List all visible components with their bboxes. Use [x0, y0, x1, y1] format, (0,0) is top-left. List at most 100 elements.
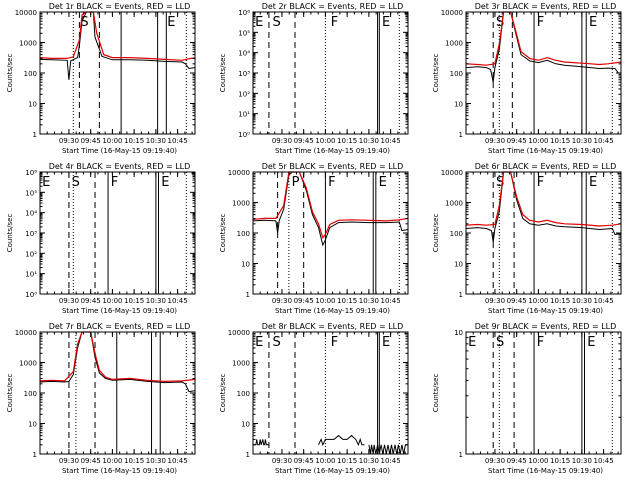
panel-det5: Det 5r BLACK = Events, RED = LLD Counts/s… — [219, 162, 409, 315]
x-tick-label: 10:15 — [550, 137, 570, 145]
marker-label: S — [273, 335, 281, 350]
marker-label: S — [80, 15, 88, 30]
marker-label: E — [589, 15, 597, 30]
y-tick-label: 10 — [28, 101, 37, 109]
x-tick-label: 10:15 — [337, 137, 357, 145]
y-tick-label: 1 — [459, 131, 463, 139]
marker-label: E — [468, 335, 476, 350]
plot-frame — [39, 171, 196, 295]
panel-det2: Det 2r BLACK = Events, RED = LLD Counts/s… — [219, 2, 409, 155]
marker-label: E — [255, 335, 263, 350]
series-line-events — [39, 11, 196, 80]
x-tick-label: 09:45 — [81, 457, 101, 465]
x-tick-label: 10:00 — [528, 137, 548, 145]
y-tick-label: 10000 — [441, 9, 463, 17]
x-tick-label: 10:30 — [359, 457, 379, 465]
x-tick-label: 10:15 — [550, 457, 570, 465]
x-tick-label: 10:45 — [381, 137, 401, 145]
panel-title: Det 7r BLACK = Events, RED = LLD — [49, 322, 191, 331]
y-tick-label: 10 — [454, 261, 463, 269]
series-line-events — [465, 171, 622, 243]
marker-label: F — [331, 15, 338, 30]
x-tick-label: 09:30 — [59, 457, 79, 465]
plot-frame — [465, 171, 622, 295]
marker-label: E — [42, 175, 50, 190]
y-tick-label: 10² — [238, 90, 250, 98]
panel-det7: Det 7r BLACK = Events, RED = LLD Counts/s… — [6, 322, 196, 475]
x-tick-label: 10:45 — [594, 297, 614, 305]
y-tick-label: 1 — [246, 291, 250, 299]
y-axis-label: Counts/sec — [432, 54, 440, 93]
x-axis-label: Start Time (16-May-15 09:19:40) — [488, 147, 603, 155]
x-tick-label: 10:45 — [168, 457, 188, 465]
panel-title: Det 3r BLACK = Events, RED = LLD — [475, 2, 617, 11]
x-tick-label: 10:45 — [381, 297, 401, 305]
y-tick-label: 1 — [33, 131, 37, 139]
panel-det4: Det 4r BLACK = Events, RED = LLD Counts/s… — [6, 162, 196, 315]
x-tick-label: 10:00 — [102, 457, 122, 465]
series-line-lld — [39, 331, 196, 383]
marker-label: E — [587, 335, 595, 350]
marker-label: E — [382, 335, 390, 350]
marker-label: E — [255, 15, 263, 30]
x-tick-label: 10:15 — [337, 457, 357, 465]
x-tick-label: 09:30 — [59, 137, 79, 145]
y-tick-label: 100 — [24, 70, 37, 78]
y-tick-label: 10⁶ — [25, 169, 37, 177]
y-axis-label: Counts/sec — [219, 214, 227, 253]
y-tick-label: 1 — [459, 291, 463, 299]
x-tick-label: 10:15 — [337, 297, 357, 305]
panel-title: Det 4r BLACK = Events, RED = LLD — [49, 162, 191, 171]
x-tick-label: 10:45 — [594, 137, 614, 145]
x-axis-label: Start Time (16-May-15 09:19:40) — [62, 467, 177, 475]
marker-label: E — [382, 15, 390, 30]
series-line-events — [252, 171, 409, 247]
marker-label: F — [111, 175, 118, 190]
y-axis-label: Counts/sec — [6, 374, 14, 413]
y-tick-label: 100 — [450, 230, 463, 238]
x-tick-label: 10:30 — [146, 457, 166, 465]
y-tick-label: 1000 — [19, 360, 37, 368]
x-tick-label: 10:00 — [102, 137, 122, 145]
y-axis-label: Counts/sec — [219, 374, 227, 413]
series-line-events — [253, 439, 269, 446]
marker-label: E — [167, 15, 175, 30]
panel-det1: Det 1r BLACK = Events, RED = LLD Counts/s… — [6, 2, 196, 155]
x-tick-label: 10:45 — [168, 297, 188, 305]
x-axis-label: Start Time (16-May-15 09:19:40) — [275, 467, 390, 475]
x-tick-label: 10:15 — [550, 297, 570, 305]
y-tick-label: 1 — [33, 451, 37, 459]
x-tick-label: 10:00 — [102, 297, 122, 305]
y-axis-label: Counts/sec — [432, 214, 440, 253]
y-tick-label: 10⁵ — [25, 189, 37, 197]
plot-frame — [39, 331, 196, 455]
plot-frame — [252, 331, 409, 455]
y-tick-label: 10⁶ — [238, 9, 250, 17]
marker-label: F — [537, 175, 544, 190]
series-line-events — [318, 434, 365, 447]
marker-label: E — [161, 175, 169, 190]
plot-frame — [465, 331, 622, 455]
x-tick-label: 09:45 — [507, 297, 527, 305]
y-tick-label: 10³ — [25, 230, 37, 238]
y-tick-label: 10⁴ — [25, 210, 37, 218]
x-tick-label: 10:30 — [146, 137, 166, 145]
marker-label: F — [328, 175, 335, 190]
y-tick-label: 10⁵ — [238, 29, 250, 37]
x-tick-label: 10:30 — [146, 297, 166, 305]
panel-title: Det 2r BLACK = Events, RED = LLD — [262, 2, 404, 11]
y-axis-label: Counts/sec — [219, 54, 227, 93]
y-tick-label: 100 — [237, 230, 250, 238]
panel-det8: Det 8r BLACK = Events, RED = LLD Counts/s… — [219, 322, 409, 475]
y-tick-label: 1000 — [19, 40, 37, 48]
x-tick-label: 09:30 — [485, 297, 505, 305]
y-tick-label: 10⁰ — [238, 131, 250, 139]
marker-label: E — [589, 175, 597, 190]
series-line-events — [465, 11, 621, 83]
y-tick-label: 10000 — [15, 329, 37, 337]
x-tick-label: 09:45 — [81, 137, 101, 145]
marker-label: F — [331, 335, 338, 350]
x-tick-label: 09:45 — [294, 297, 314, 305]
x-tick-label: 10:30 — [572, 137, 592, 145]
